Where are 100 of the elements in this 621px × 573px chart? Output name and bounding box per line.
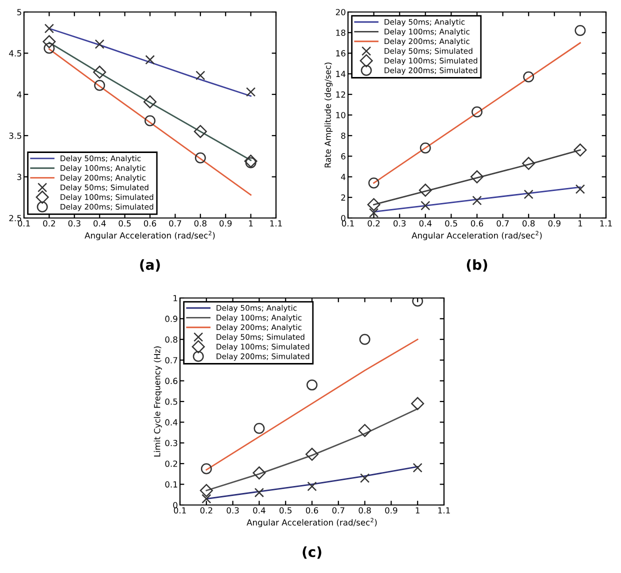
x-axis-title: Angular Acceleration (rad/sec$^{2}$) (246, 518, 377, 528)
text: (b) (466, 259, 488, 272)
point (418, 184, 432, 197)
text: (c) (302, 546, 322, 559)
point (420, 142, 431, 154)
point (254, 488, 264, 498)
x-tick-label: 0.6 (306, 507, 318, 514)
point (358, 424, 372, 437)
point (523, 71, 534, 82)
point (411, 397, 424, 410)
y-tick-label: 5 (17, 9, 22, 16)
x-tick-label: 0.5 (445, 220, 458, 227)
y-tick-label: 0.6 (165, 378, 178, 384)
x-tick-label: 0.9 (385, 507, 398, 514)
line-series (48, 28, 252, 97)
x-tick-label: 0.7 (496, 220, 509, 227)
point (202, 494, 212, 504)
x-tick-label: 0.2 (200, 507, 212, 514)
point (194, 124, 207, 138)
x-tick-label: 1.1 (270, 220, 282, 226)
point (360, 473, 370, 483)
y-tick-label: 16 (336, 50, 346, 56)
x-tick-label: 0.5 (118, 220, 131, 227)
point (245, 157, 256, 168)
y-tick-label: 1 (174, 295, 178, 302)
y-tick-label: 20 (336, 8, 346, 16)
point (42, 35, 56, 48)
x-tick-label: 0.9 (548, 220, 560, 227)
x-tick-label: 0.6 (144, 220, 156, 227)
x-tick-label: 0.4 (419, 220, 432, 227)
point (44, 42, 55, 54)
y-tick-label: 3 (17, 174, 22, 180)
x-tick-label: 0.6 (470, 220, 484, 227)
point (472, 196, 482, 206)
point (522, 156, 536, 170)
y-tick-label: 8 (341, 132, 346, 139)
point (244, 154, 258, 168)
x-tick-label: 0.5 (280, 507, 292, 514)
point (194, 152, 206, 164)
point (305, 448, 319, 461)
point (143, 95, 157, 108)
y-tick-label: 3.5 (9, 132, 22, 139)
x-tick-label: 0.4 (253, 507, 266, 514)
x-tick-label: 0.2 (368, 220, 380, 227)
y-tick-label: 6 (341, 153, 346, 160)
y-tick-label: 14 (336, 70, 346, 77)
point (196, 70, 206, 80)
point (93, 66, 106, 79)
y-tick-label: 0.2 (165, 460, 178, 467)
x-tick-label: 0.4 (94, 220, 106, 227)
y-tick-label: 0.8 (165, 336, 178, 343)
y-tick-label: 0.5 (165, 398, 178, 405)
y-tick-label: 18 (336, 30, 346, 36)
y-tick-label: 10 (336, 112, 346, 118)
x-tick-label: 0.2 (43, 220, 55, 227)
x-tick-label: 0.3 (68, 220, 80, 227)
x-tick-label: 1.1 (600, 220, 612, 226)
y-tick-label: 4 (341, 174, 346, 180)
point (472, 106, 482, 118)
x-tick-label: 1 (416, 507, 420, 514)
point (144, 115, 156, 126)
point (252, 466, 266, 480)
point (44, 24, 54, 34)
point (307, 482, 317, 492)
point (306, 379, 318, 390)
point (412, 298, 424, 307)
x-axis-title: Angular Acceleration (rad/sec$^{2}$) (84, 230, 215, 240)
line-series (206, 466, 418, 500)
x-tick-label: 1.1 (438, 507, 450, 514)
x-tick-label: 0.8 (522, 220, 535, 227)
x-tick-label: 0.8 (194, 220, 206, 227)
x-tick-label: 0.8 (358, 507, 371, 514)
y-axis-title: Rate Amplitude (deg/sec) (324, 62, 333, 168)
y-tick-label: 0.9 (165, 316, 178, 322)
point (369, 208, 379, 218)
point (200, 484, 213, 498)
y-tick-label: 0.1 (165, 481, 178, 488)
point (574, 25, 586, 36)
y-tick-label: 2 (341, 194, 346, 201)
y-tick-label: 0 (341, 214, 346, 222)
point (524, 190, 534, 200)
point (574, 144, 587, 157)
point (200, 463, 212, 474)
point (368, 177, 380, 188)
point (575, 184, 585, 194)
y-tick-label: 2.5 (9, 214, 22, 222)
point (470, 170, 484, 184)
x-tick-label: 0.3 (394, 220, 406, 227)
y-tick-label: 0 (173, 502, 178, 508)
point (254, 422, 265, 434)
x-tick-label: 1 (249, 220, 253, 226)
y-axis-title: Limit Cycle Frequency (Hz) (154, 346, 162, 456)
point (94, 39, 104, 49)
point (420, 200, 430, 210)
point (94, 80, 106, 91)
point (367, 198, 380, 212)
y-tick-label: 4 (17, 91, 22, 98)
y-tick-label: 0.3 (165, 440, 178, 446)
x-tick-label: 0.9 (220, 220, 232, 227)
y-tick-label: 4.5 (9, 50, 22, 56)
